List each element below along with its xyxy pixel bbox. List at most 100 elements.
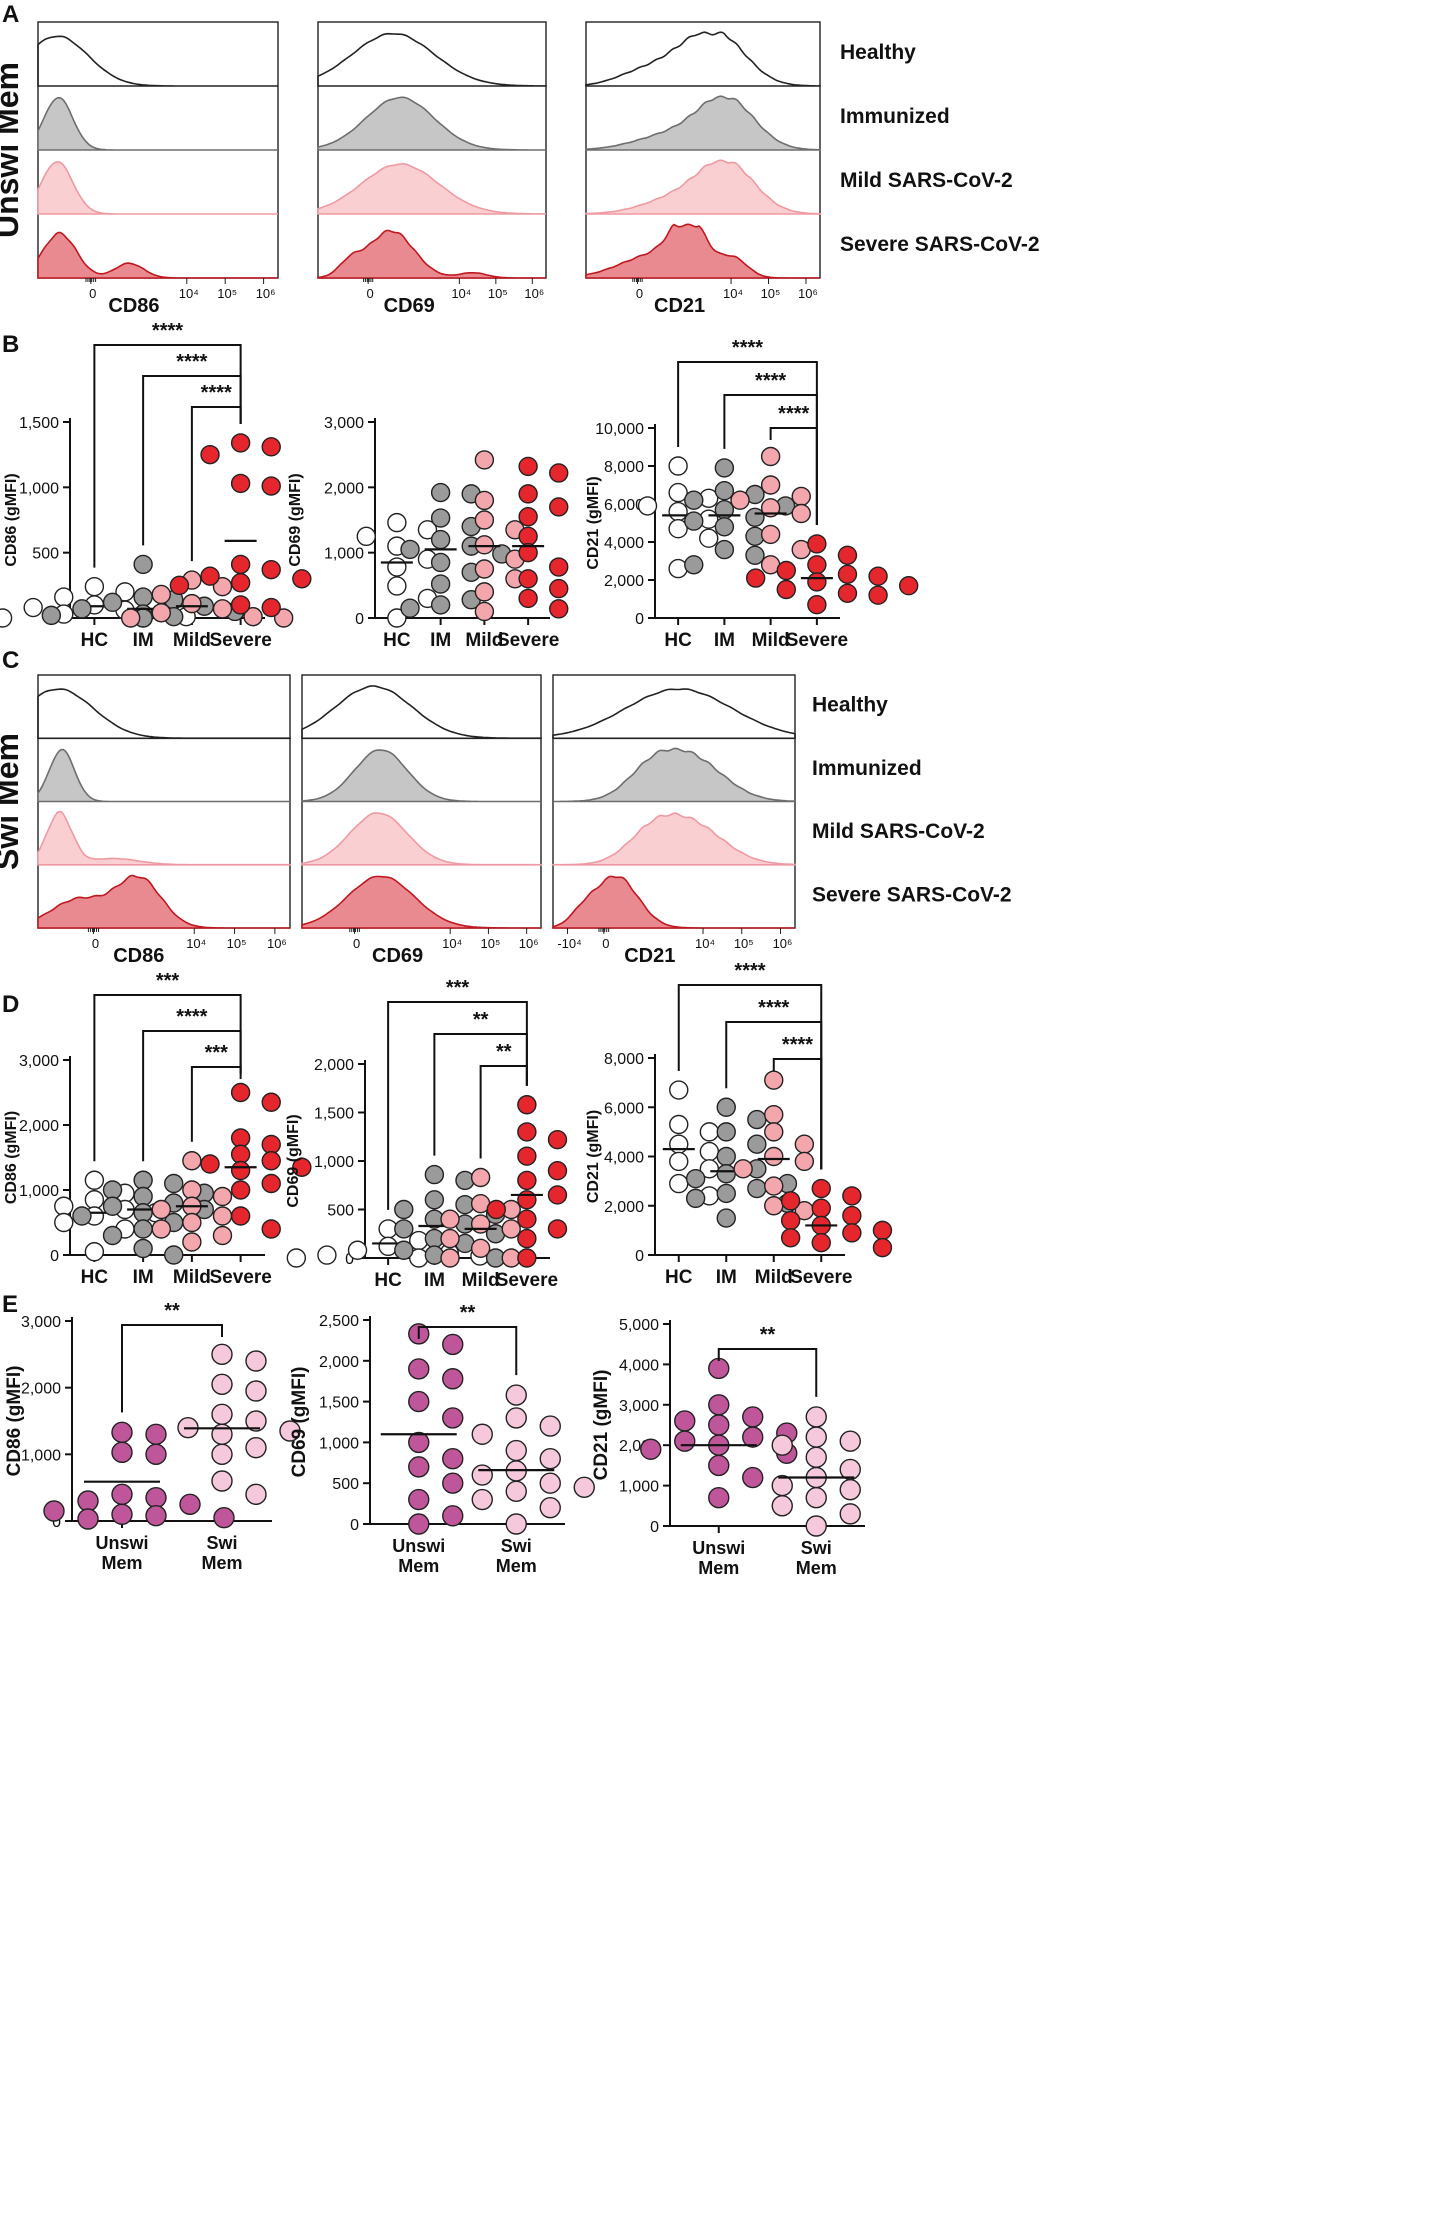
data-point: [674, 1430, 696, 1452]
x-tick-label: Swi Mem: [201, 1533, 242, 1573]
axis-tick-label: 10⁶: [798, 286, 818, 301]
y-tick-label: 6,000: [604, 497, 644, 514]
data-point: [111, 1421, 133, 1444]
data-point: [133, 1203, 153, 1223]
data-point: [133, 554, 153, 575]
data-point: [669, 1114, 689, 1135]
data-point: [669, 1173, 689, 1194]
data-point: [872, 1237, 893, 1258]
data-point: [230, 554, 251, 575]
data-point: [111, 1441, 133, 1464]
y-tick-label: 1,500: [19, 415, 59, 432]
marker-label: CD86: [108, 295, 159, 317]
data-point: [54, 587, 74, 607]
x-tick-label: HC: [665, 1267, 693, 1288]
data-point: [430, 595, 451, 615]
y-axis-label: CD86 (gMFI): [3, 1111, 20, 1204]
x-tick-label-line: Unswi: [692, 1538, 745, 1558]
data-point: [474, 450, 495, 470]
y-tick-label: 4,000: [604, 1150, 644, 1167]
x-tick-label-line: Swi: [206, 1533, 237, 1553]
significance-label: ****: [758, 997, 789, 1019]
significance-label: ***: [446, 977, 470, 999]
x-tick-label: Severe: [497, 630, 559, 651]
data-point: [474, 601, 495, 622]
significance-bracket: [717, 1348, 818, 1397]
y-tick-label: 1,000: [324, 546, 364, 563]
data-point: [387, 576, 407, 596]
y-tick-label: 2,000: [21, 1381, 61, 1398]
data-point: [230, 433, 251, 453]
data-point: [539, 1496, 561, 1519]
marker-label: CD21: [654, 295, 705, 317]
data-point: [133, 1170, 153, 1190]
data-point: [549, 557, 569, 577]
y-tick-label: 3,000: [324, 415, 364, 432]
data-point: [394, 1240, 414, 1260]
data-point: [716, 1097, 736, 1117]
data-point: [424, 1190, 445, 1210]
panel-letter: C: [2, 647, 19, 674]
y-tick-label: 10,000: [595, 421, 644, 438]
x-tick-label: Severe: [209, 630, 271, 651]
y-axis-label: CD21 (gMFI): [585, 1110, 602, 1203]
data-point: [212, 1206, 233, 1226]
x-tick-label: HC: [81, 630, 109, 651]
x-tick-label: Mild: [173, 630, 211, 651]
y-tick-label: 3,000: [21, 1314, 61, 1331]
data-point: [760, 475, 781, 495]
data-point: [133, 1219, 153, 1239]
x-tick-label-line: Mem: [101, 1553, 142, 1573]
data-point: [518, 456, 538, 477]
data-point: [776, 579, 796, 600]
data-point: [111, 1503, 133, 1526]
y-tick-label: 1,500: [314, 1106, 354, 1123]
data-point: [684, 511, 704, 531]
x-tick-label: Severe: [786, 630, 848, 651]
data-point: [807, 534, 827, 554]
y-axis-label: CD69 (gMFI): [287, 473, 304, 566]
x-tick-label: IM: [133, 1267, 154, 1288]
axis-tick-label: 10⁵: [227, 936, 247, 951]
data-point: [684, 490, 704, 510]
x-tick-label: Mild: [755, 1267, 793, 1288]
significance-label: **: [164, 1300, 180, 1322]
data-point: [539, 1448, 561, 1470]
x-tick-label-line: Swi: [801, 1538, 832, 1558]
data-point: [518, 526, 538, 547]
data-point: [708, 1394, 730, 1416]
row-label: Severe SARS-CoV-2: [812, 883, 1012, 906]
axis-tick-label: 10⁵: [217, 286, 237, 301]
data-point: [84, 576, 105, 597]
y-tick-label: 0: [650, 1519, 659, 1536]
data-point: [292, 1157, 312, 1177]
axis-tick-label: 0: [92, 936, 99, 951]
y-tick-label: 0: [350, 1517, 359, 1534]
x-tick-label-line: Mem: [496, 1556, 537, 1576]
data-point: [742, 1426, 764, 1448]
data-point: [760, 524, 781, 545]
data-point: [780, 1228, 801, 1248]
histogram-severe: [317, 229, 546, 279]
significance-label: ****: [732, 337, 763, 359]
data-point: [474, 535, 495, 555]
data-point: [547, 1160, 568, 1181]
axis-tick-label: 0: [367, 286, 374, 301]
data-point: [400, 539, 420, 560]
row-label: Healthy: [812, 694, 888, 717]
side-label: Swi Mem: [0, 733, 25, 870]
axis-tick-label: 10⁵: [488, 286, 508, 301]
histogram-healthy: [585, 31, 821, 87]
data-point: [212, 599, 233, 619]
data-point: [211, 1403, 233, 1426]
data-point: [442, 1407, 464, 1429]
data-point: [505, 1384, 527, 1406]
data-point: [764, 1196, 784, 1216]
data-point: [77, 1490, 99, 1512]
data-point: [668, 501, 688, 522]
data-point: [387, 557, 407, 577]
axis-tick-label: 10⁴: [695, 936, 715, 951]
axis-tick-label: 0: [353, 936, 360, 951]
data-point: [716, 1122, 736, 1142]
panel-letter: B: [2, 331, 19, 358]
